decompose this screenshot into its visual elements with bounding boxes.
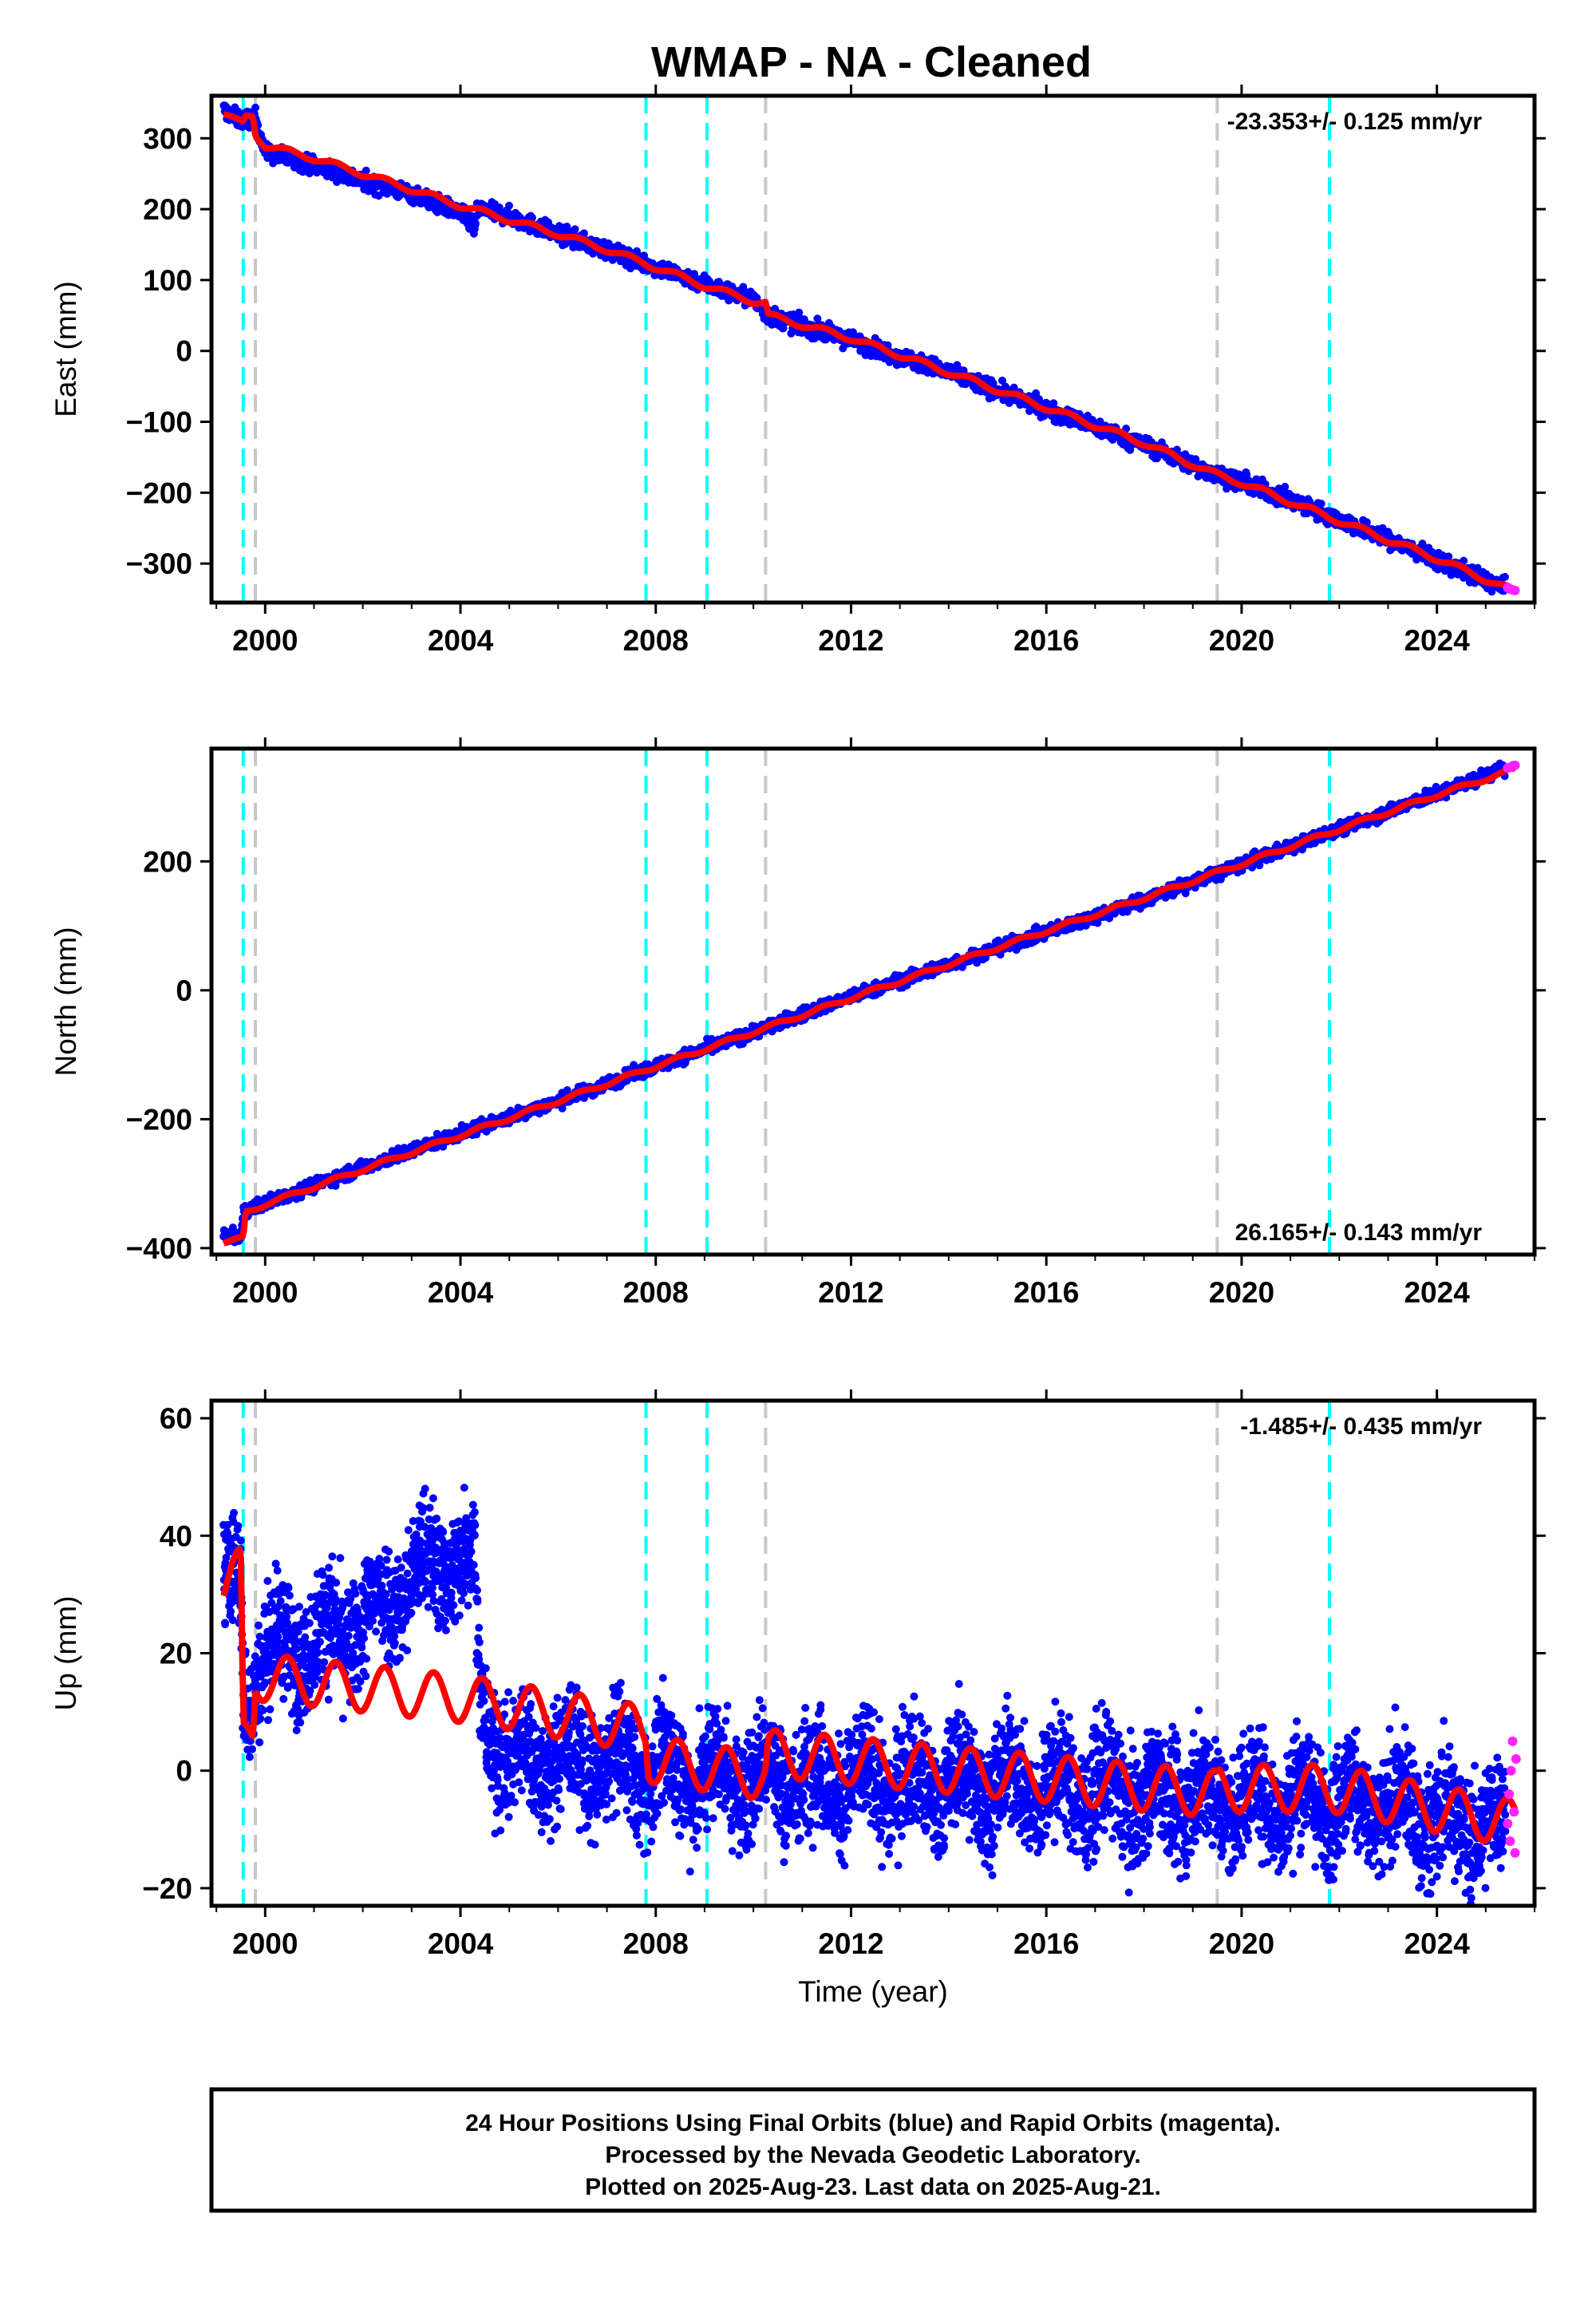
east-ytick-label-2: 100 [143,264,192,297]
east-xtick-label-2024: 2024 [1404,624,1470,657]
east-xtick-label-2004: 2004 [428,624,494,657]
east-final-orbit-points [219,101,1510,596]
east-panel-frame [209,93,1537,605]
east-ytick-label-0: 300 [143,122,192,155]
up-rapid-orbit-point-4 [1507,1736,1518,1746]
north-ylabel: North (mm) [49,927,82,1076]
north-xtick-label-2008: 2008 [623,1276,689,1309]
east-plot-area [219,96,1520,603]
east-xtick-label-2020: 2020 [1209,624,1274,657]
north-xtick-label-2012: 2012 [818,1276,883,1309]
north-xtick-label-2024: 2024 [1404,1276,1470,1309]
footer-line-processed: Processed by the Nevada Geodetic Laborat… [605,2142,1140,2168]
up-xtick-label-2012: 2012 [818,1927,883,1960]
up-plot-area [219,1401,1521,1906]
panel-up: 2000 2004 2008 2012 2016 2020 2024 60 40 20 0 −20 Up… [49,1389,1546,2008]
east-ytick-label-6: −300 [126,547,192,580]
up-xtick-label-2000: 2000 [232,1927,298,1960]
north-plot-area [219,749,1520,1255]
north-xtick-label-2000: 2000 [232,1276,298,1309]
north-panel-frame [209,746,1537,1257]
up-xlabel: Time (year) [798,1975,948,2008]
up-rapid-orbit-point-3 [1506,1765,1516,1776]
north-ytick-label-0: 200 [143,845,192,878]
east-ytick-label-4: −100 [126,406,192,439]
up-rapid-orbit-point-7 [1511,1753,1521,1764]
up-xtick-label-2024: 2024 [1404,1927,1470,1960]
panel-east: 2000 2004 2008 2012 2016 2020 2024 300 200 100 0 −1… [49,85,1546,657]
up-final-orbit-points [219,1484,1510,1906]
east-rate-annotation: -23.353+/- 0.125 mm/yr [1227,109,1483,135]
up-rapid-orbit-point-2 [1505,1836,1515,1847]
up-xtick-label-2020: 2020 [1209,1927,1274,1960]
up-xtick-label-2016: 2016 [1013,1927,1079,1960]
up-ytick-label-3: 0 [176,1755,192,1788]
up-model-fit-line [220,1546,1519,1844]
east-model-fit-line [222,111,1512,591]
up-ytick-label-2: 20 [160,1638,192,1670]
up-rapid-orbit-point-6 [1510,1848,1520,1858]
up-rapid-orbit-point-0 [1503,1818,1513,1828]
east-rapid-orbit-point-3 [1510,585,1520,595]
east-xtick-label-2012: 2012 [818,624,883,657]
up-ytick-label-4: −20 [142,1872,192,1905]
up-xtick-label-2008: 2008 [623,1927,689,1960]
footer-line-plotted: Plotted on 2025-Aug-23. Last data on 202… [585,2174,1161,2200]
north-xtick-label-2020: 2020 [1209,1276,1274,1309]
figure-title: WMAP - NA - Cleaned [651,38,1092,86]
north-rapid-orbit-point-3 [1510,760,1520,770]
north-xtick-label-2004: 2004 [428,1276,494,1309]
north-ytick-label-2: −200 [126,1103,192,1136]
north-xtick-label-2016: 2016 [1013,1276,1079,1309]
east-xtick-label-2008: 2008 [623,624,689,657]
north-model-fit-line [222,765,1517,1247]
up-rapid-orbit-point-1 [1504,1789,1515,1800]
east-ylabel: East (mm) [49,281,82,417]
east-xtick-label-2016: 2016 [1013,624,1079,657]
north-final-orbit-points [219,759,1510,1247]
up-rate-annotation: -1.485+/- 0.435 mm/yr [1240,1413,1482,1440]
up-xtick-label-2004: 2004 [428,1927,494,1960]
up-ytick-label-0: 60 [160,1402,192,1435]
east-ytick-label-1: 200 [143,193,192,226]
footer-frame [209,2087,1537,2213]
footer-box: 24 Hour Positions Using Final Orbits (bl… [209,2087,1537,2213]
footer-line-orbits: 24 Hour Positions Using Final Orbits (bl… [465,2110,1281,2136]
panels: 2000 2004 2008 2012 2016 2020 20243002001000−1… [49,85,1546,2008]
north-ytick-label-1: 0 [176,974,192,1007]
east-ytick-label-5: −200 [126,476,192,509]
north-ytick-label-3: −400 [126,1232,192,1265]
north-rate-annotation: 26.165+/- 0.143 mm/yr [1235,1219,1483,1246]
up-rapid-orbit-point-5 [1509,1807,1519,1817]
up-ylabel: Up (mm) [49,1596,82,1711]
panel-north: 2000 2004 2008 2012 2016 2020 20242000−200−400… [49,737,1546,1309]
east-ytick-label-3: 0 [176,335,192,368]
east-xtick-label-2000: 2000 [232,624,298,657]
up-ytick-label-1: 40 [160,1520,192,1552]
